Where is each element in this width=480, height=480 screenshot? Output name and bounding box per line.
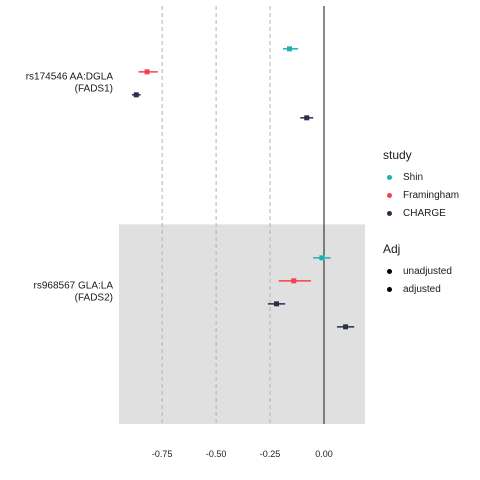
legend-label-adjusted: adjusted [403, 284, 441, 295]
legend-item-shin: Shin [383, 168, 478, 186]
point-estimate [287, 46, 292, 51]
legend-study-title: study [383, 148, 478, 162]
legend-label-charge: CHARGE [403, 208, 446, 219]
legend-label-framingham: Framingham [403, 190, 459, 201]
x-tick-label: -0.25 [260, 449, 281, 459]
legend-dot-charge [387, 211, 392, 216]
y-label-line1: rs174546 AA:DGLA [26, 71, 114, 82]
point-estimate [134, 92, 139, 97]
point-estimate [304, 115, 309, 120]
x-tick-label: 0.00 [315, 449, 333, 459]
point-estimate [291, 278, 296, 283]
point-estimate [319, 255, 324, 260]
y-label-line1: rs968567 GLA:LA [34, 280, 114, 291]
legend-item-unadjusted: unadjusted [383, 262, 478, 280]
group-shade-1 [119, 224, 365, 424]
y-label-line2: (FADS2) [75, 292, 113, 303]
legend-adj-title: Adj [383, 242, 478, 256]
legend-dot-framingham [387, 193, 392, 198]
y-label-line2: (FADS1) [75, 83, 113, 94]
legend-dot-unadjusted [387, 269, 392, 274]
legend: study Shin Framingham CHARGE Adj unadjus… [383, 148, 478, 298]
legend-item-charge: CHARGE [383, 204, 478, 222]
point-estimate [343, 324, 348, 329]
legend-label-shin: Shin [403, 172, 423, 183]
legend-dot-shin [387, 175, 392, 180]
legend-item-adjusted: adjusted [383, 280, 478, 298]
legend-dot-adjusted [387, 287, 392, 292]
point-estimate [145, 69, 150, 74]
legend-label-unadjusted: unadjusted [403, 266, 452, 277]
x-tick-label: -0.75 [152, 449, 173, 459]
legend-item-framingham: Framingham [383, 186, 478, 204]
point-estimate [274, 301, 279, 306]
x-tick-label: -0.50 [206, 449, 227, 459]
